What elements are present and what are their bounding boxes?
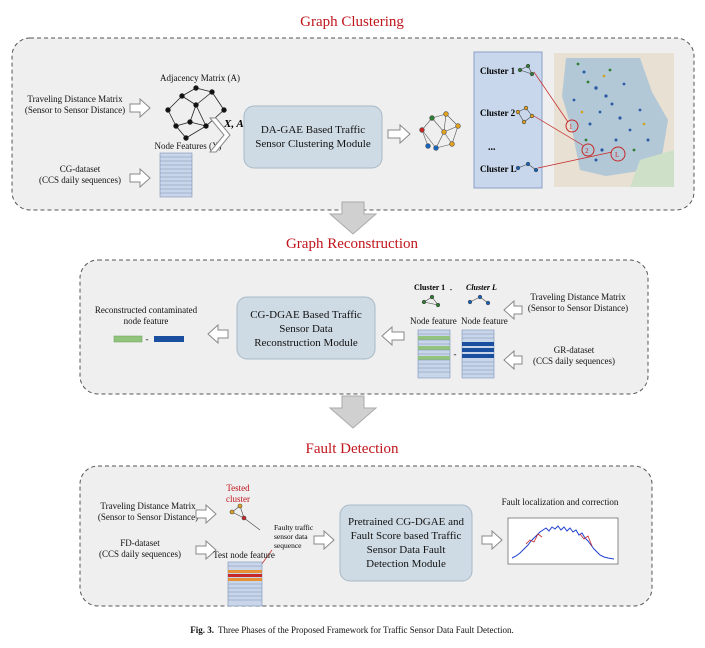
p3-input1-line1: Traveling Distance Matrix <box>100 501 196 511</box>
adjacency-graph <box>165 85 227 141</box>
p2-clusterL-label: Cluster L <box>466 283 497 292</box>
p1-module-box <box>243 105 383 169</box>
p3-input2-line2: (CCS daily sequences) <box>99 549 181 559</box>
p1-input1-line1: Traveling Distance Matrix <box>27 94 123 104</box>
test-node-feature-matrix <box>227 561 263 607</box>
tested-cluster-line2: cluster <box>226 494 250 504</box>
p3-input2-line1: FD-dataset <box>120 538 160 548</box>
p3-input1-line2: (Sensor to Sensor Distance) <box>98 512 198 522</box>
p2-clusterL-graph <box>467 294 491 306</box>
recon-green-bar <box>113 335 143 343</box>
recon-blue-bar <box>154 336 184 342</box>
tested-cluster-graph <box>229 503 261 531</box>
p2-hollow-arrow-input1 <box>503 299 523 321</box>
caption-text: Three Phases of the Proposed Framework f… <box>218 625 514 635</box>
p2-module-box <box>236 296 376 360</box>
p3-hollow-arrow-input1 <box>195 503 217 525</box>
p2-input2-line2: (CCS daily sequences) <box>533 356 615 366</box>
figure-caption: Fig. 3. Three Phases of the Proposed Fram… <box>190 625 514 635</box>
cluster-2-label: Cluster 2 <box>480 108 516 118</box>
p1-hollow-arrow-3 <box>387 123 411 145</box>
p2-cluster-sep: - <box>450 285 453 294</box>
p3-hollow-arrow-to-module <box>313 529 335 551</box>
p1-merge-arrow <box>208 117 231 153</box>
p2-matrix-sep: - <box>454 349 457 359</box>
sensor-map: 1 2 L <box>554 53 674 187</box>
p3-module-line4: Detection Module <box>366 558 446 570</box>
phase3-title: Fault Detection <box>306 441 399 457</box>
faulty-seq-line1: Faulty traffic <box>274 523 314 532</box>
p2-cluster1-graph <box>421 294 441 308</box>
p2-output-line1: Reconstructed contaminated <box>95 305 198 315</box>
p1-hollow-arrow-1 <box>129 97 151 119</box>
p1-module-line2: Sensor Clustering Module <box>255 138 371 150</box>
p2-hollow-arrow-in <box>381 325 405 347</box>
p2-module-line2: Sensor Data <box>279 323 333 335</box>
node-features-label: Node Features (X) <box>155 141 222 151</box>
p3-module-line3: Sensor Data Fault <box>367 544 446 556</box>
cluster-ellipsis: ... <box>488 142 496 153</box>
p2-cluster1-label: Cluster 1 <box>414 283 445 292</box>
cluster-2-mini-graph <box>515 105 535 125</box>
p3-module-box <box>339 504 473 582</box>
p2-node-feature-1: Node feature <box>410 316 457 326</box>
map-marker-L: L <box>615 151 619 159</box>
p2-module-line3: Reconstruction Module <box>254 337 358 349</box>
node-features-matrix <box>159 152 193 198</box>
cluster-to-map-lines <box>533 71 613 169</box>
p2-output-line2: node feature <box>124 316 169 326</box>
p1-input2-line1: CG-dataset <box>60 164 101 174</box>
p2-input1-line1: Traveling Distance Matrix <box>530 292 626 302</box>
faulty-seq-line3: sequence <box>274 541 302 550</box>
p1-input1-line2: (Sensor to Sensor Distance) <box>25 105 125 115</box>
p1-to-p2-arrow <box>328 201 378 235</box>
p3-output-label: Fault localization and correction <box>502 497 619 507</box>
p2-input2-line1: GR-dataset <box>554 345 595 355</box>
p2-hollow-arrow-input2 <box>503 349 523 371</box>
fault-localization-plot <box>507 517 619 565</box>
caption-bold: Fig. 3. <box>190 625 214 635</box>
p2-module-line1: CG-DGAE Based Traffic <box>250 309 362 321</box>
cluster-L-mini-graph <box>515 161 539 173</box>
clustered-graph <box>419 111 461 151</box>
p3-hollow-arrow-input2 <box>195 539 217 561</box>
p2-input1-line2: (Sensor to Sensor Distance) <box>528 303 628 313</box>
p2-node-feature-2: Node feature <box>461 316 508 326</box>
xa-label: X, A <box>223 118 244 130</box>
p2-hollow-arrow-out <box>207 323 229 345</box>
phase1-title: Graph Clustering <box>300 14 404 30</box>
p3-module-line2: Fault Score based Traffic <box>351 530 462 542</box>
p3-module-line1: Pretrained CG-DGAE and <box>348 516 465 528</box>
map-marker-2: 2 <box>585 147 589 155</box>
p1-input2-line2: (CCS daily sequences) <box>39 175 121 185</box>
recon-sep: - <box>146 334 149 344</box>
p1-module-line1: DA-GAE Based Traffic <box>261 124 365 136</box>
cluster-L-label: Cluster L <box>480 164 517 174</box>
faulty-seq-line2: sensor data <box>274 532 308 541</box>
p2-matrix-L <box>461 329 495 379</box>
p3-hollow-arrow-out <box>481 529 503 551</box>
map-marker-1: 1 <box>569 123 573 131</box>
cluster-1-label: Cluster 1 <box>480 66 516 76</box>
adjacency-label: Adjacency Matrix (A) <box>160 73 240 83</box>
tested-cluster-line1: Tested <box>226 483 250 493</box>
test-node-feature-label: Test node feature <box>213 550 275 560</box>
cluster-1-mini-graph <box>517 63 535 77</box>
phase2-title: Graph Reconstruction <box>286 236 419 252</box>
p2-matrix-1 <box>417 329 451 379</box>
p1-hollow-arrow-2 <box>129 167 151 189</box>
p2-to-p3-arrow <box>328 395 378 429</box>
